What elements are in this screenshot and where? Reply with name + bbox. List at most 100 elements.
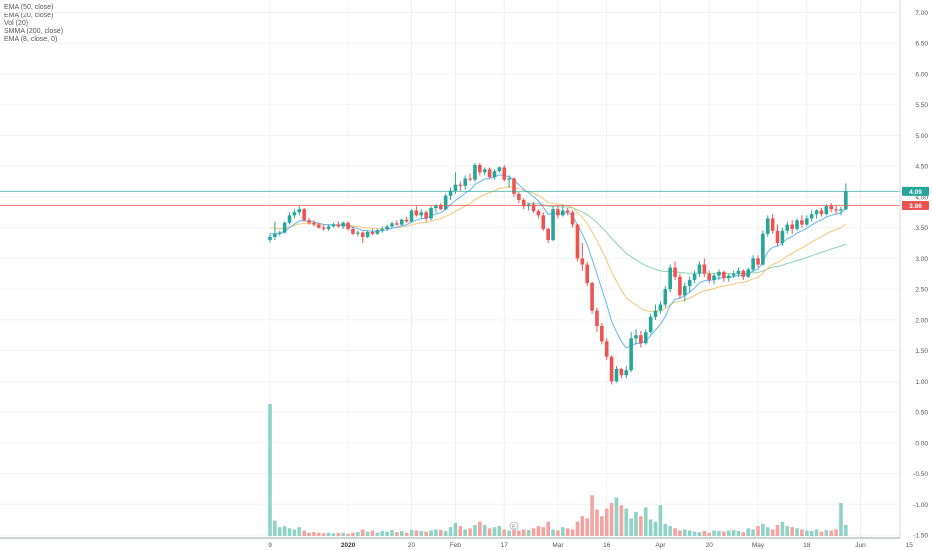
volume-bar (424, 531, 428, 536)
candle-body (453, 184, 458, 191)
candle-body (521, 199, 526, 207)
candle-body (619, 369, 624, 376)
volume-bar (590, 495, 594, 536)
volume-bar (297, 527, 302, 536)
volume-bar (795, 528, 799, 536)
indicator-legend: EMA (50, close) EMA (20, close) Vol (20)… (4, 4, 63, 44)
candle-body (395, 223, 399, 225)
candle-body (473, 164, 477, 180)
candle-body (814, 210, 819, 215)
candle-body (809, 214, 814, 219)
candle-body (541, 215, 546, 229)
candle-body (717, 271, 721, 276)
volume-bar (458, 526, 463, 536)
candle-body (356, 232, 360, 234)
candle-body (678, 276, 682, 296)
legend-item: EMA (8, close, 0) (4, 36, 58, 43)
candle-body (458, 184, 463, 186)
volume-bar (770, 529, 775, 536)
y-tick-label: -1.50 (913, 533, 928, 540)
volume-bar (468, 528, 472, 536)
volume-bar (565, 528, 570, 536)
candle-body (780, 230, 785, 244)
x-tick-label: Jun (855, 542, 866, 549)
y-tick-label: 0.50 (915, 410, 928, 417)
volume-bar (326, 532, 331, 536)
x-tick-label: 2020 (341, 542, 356, 549)
volume-bar (536, 526, 541, 536)
volume-bar (741, 532, 746, 536)
candle-body (692, 273, 697, 280)
candle-body (419, 212, 424, 216)
volume-bar (414, 530, 419, 536)
candle-body (365, 231, 370, 237)
candle-body (722, 271, 726, 279)
volume-bar (619, 505, 624, 536)
volume-bar (614, 497, 619, 536)
y-tick-label: 4.50 (915, 164, 928, 171)
candle-body (726, 275, 731, 279)
candle-body (375, 230, 380, 234)
volume-bar (404, 532, 409, 536)
volume-bar (492, 527, 497, 536)
volume-bar (287, 528, 292, 536)
candle-body (844, 191, 848, 210)
candle-body (492, 171, 497, 178)
earnings-marker-label: E (512, 525, 516, 531)
volume-bar (819, 531, 824, 536)
candle-body (761, 233, 765, 265)
candle-body (565, 210, 570, 213)
y-tick-label: 3.50 (915, 225, 928, 232)
volume-bar (600, 516, 604, 536)
volume-bar (273, 520, 277, 536)
candle-body (556, 209, 560, 216)
volume-bar (570, 529, 575, 536)
candle-body (268, 236, 272, 240)
ema-50-line (523, 202, 847, 275)
candle-body (756, 258, 760, 265)
volume-bar (321, 533, 326, 536)
volume-bar (443, 531, 448, 536)
candle-body (351, 228, 355, 234)
volume-bar (639, 516, 643, 536)
volume-bar (385, 531, 389, 536)
volume-bar (307, 532, 311, 536)
candle-body (770, 218, 775, 231)
candle-body (741, 270, 746, 277)
candle-body (317, 224, 321, 228)
y-tick-label: 1.00 (915, 379, 928, 386)
candle-body (312, 222, 316, 225)
volume-bar (375, 532, 380, 536)
candle-body (326, 226, 331, 229)
volume-bar (341, 532, 345, 536)
candle-body (624, 370, 629, 376)
candle-body (663, 289, 668, 305)
candle-body (590, 282, 594, 311)
volume-bar (780, 521, 785, 536)
candle-body (702, 264, 707, 274)
volume-bar (722, 531, 726, 536)
volume-bar (507, 530, 511, 536)
volume-bar (790, 527, 794, 536)
volume-bar (463, 529, 467, 536)
volume-bar (834, 529, 838, 536)
volume-bar (521, 529, 526, 536)
ema-20-line (269, 186, 847, 312)
candle-body (331, 224, 336, 227)
candle-body (414, 210, 419, 216)
y-tick-label: 5.00 (915, 133, 928, 140)
volume-bar (531, 528, 536, 536)
volume-bar (292, 529, 297, 536)
candle-body (731, 273, 736, 276)
volume-bar (312, 532, 316, 536)
volume-bar (360, 529, 365, 536)
volume-bar (668, 526, 672, 536)
y-tick-label: 6.50 (915, 41, 928, 48)
candle-body (639, 335, 643, 344)
candle-body (580, 258, 585, 265)
candle-body (424, 212, 428, 219)
candle-body (497, 167, 502, 172)
x-tick-label: 20 (408, 542, 416, 549)
x-tick-label: Apr (655, 542, 666, 549)
